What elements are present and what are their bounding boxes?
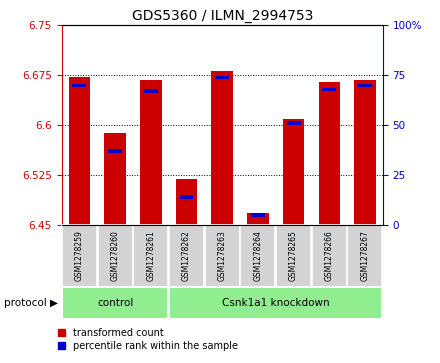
Bar	[69, 77, 90, 225]
Bar	[240, 225, 275, 287]
Bar	[73, 83, 86, 87]
Bar	[212, 71, 233, 225]
Bar	[312, 225, 347, 287]
Text: GSM1278266: GSM1278266	[325, 231, 334, 281]
Text: Csnk1a1 knockdown: Csnk1a1 knockdown	[222, 298, 330, 308]
Text: GSM1278260: GSM1278260	[110, 231, 120, 281]
Bar	[140, 80, 161, 225]
Bar	[180, 195, 194, 199]
Bar	[358, 83, 372, 87]
Text: GSM1278261: GSM1278261	[147, 231, 155, 281]
Bar	[108, 150, 122, 153]
Bar	[98, 225, 132, 287]
Bar	[169, 225, 204, 287]
Bar	[283, 119, 304, 225]
Bar	[144, 90, 158, 93]
Title: GDS5360 / ILMN_2994753: GDS5360 / ILMN_2994753	[132, 9, 313, 23]
Bar	[348, 225, 382, 287]
Bar	[176, 179, 197, 225]
Bar	[354, 80, 376, 225]
Bar	[276, 225, 311, 287]
Bar	[247, 213, 268, 225]
Bar	[251, 213, 265, 217]
Text: GSM1278265: GSM1278265	[289, 231, 298, 281]
Text: GSM1278263: GSM1278263	[218, 231, 227, 281]
Text: GSM1278267: GSM1278267	[360, 231, 370, 281]
Bar	[215, 76, 229, 79]
Text: GSM1278264: GSM1278264	[253, 231, 262, 281]
Bar	[62, 225, 97, 287]
Bar	[205, 225, 240, 287]
Text: GSM1278259: GSM1278259	[75, 231, 84, 281]
Text: control: control	[97, 298, 133, 308]
Bar	[133, 225, 169, 287]
Bar	[323, 87, 336, 91]
Bar	[169, 287, 382, 319]
Text: GSM1278262: GSM1278262	[182, 231, 191, 281]
Bar	[286, 122, 301, 125]
Bar	[104, 133, 126, 225]
Text: protocol ▶: protocol ▶	[4, 298, 59, 308]
Legend: transformed count, percentile rank within the sample: transformed count, percentile rank withi…	[58, 328, 238, 351]
Bar	[319, 82, 340, 225]
Bar	[62, 287, 169, 319]
